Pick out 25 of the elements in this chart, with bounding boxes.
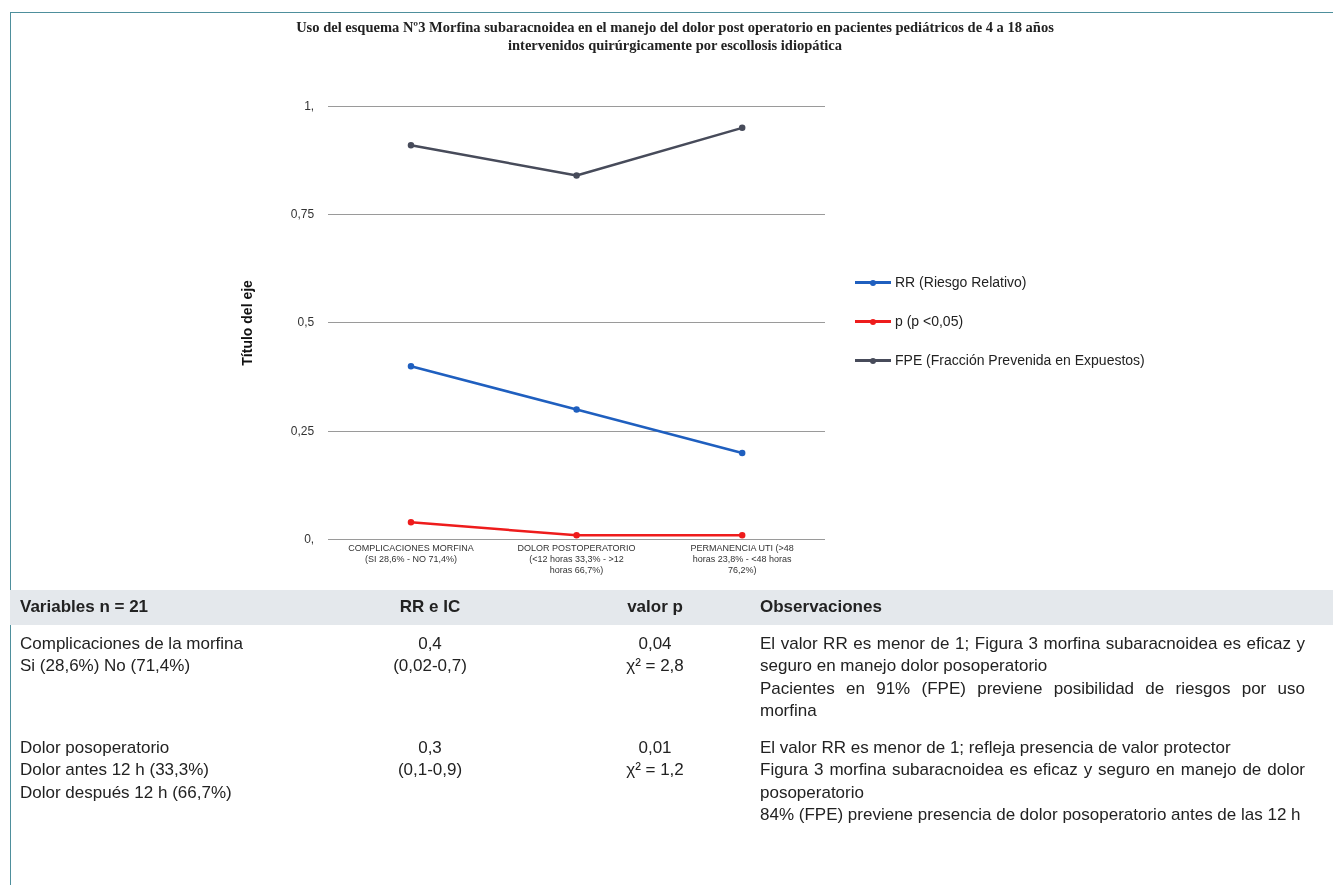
x-tick-label: DOLOR POSTOPERATORIO (<12 horas 33,3% - >12 horas 66,7%) [517, 543, 636, 576]
y-tick-label: 0,25 [290, 423, 315, 438]
text: Complicaciones de la morfina Si (28,6%) No (71,4%) [20, 632, 244, 677]
text: 0,3 (0,1-0,9) [396, 736, 464, 781]
text: El valor RR es menor de 1; refleja presencia de valor protector Figura 3 morfina subaracnoidea es eficaz y seguro en manejo de dolor posoperatorio 84% (FPE) previene presencia de dolor posoperatorio antes de las 12 h [760, 736, 1305, 826]
legend-label: p (p <0,05) [895, 312, 964, 331]
text: RR e IC [398, 596, 462, 618]
x-tick-label: PERMANENCIA UTI (>48 horas 23,8% - <48 horas 76,2%) [690, 543, 794, 576]
legend-label: FPE (Fracción Prevenida en Expuestos) [895, 351, 1145, 370]
text: valor p [626, 596, 684, 618]
text: Observaciones [760, 596, 883, 618]
y-tick-label: 0,75 [290, 206, 315, 221]
chart-title: Uso del esquema Nº3 Morfina subaracnoidea en el manejo del dolor post operatorio en pacientes pediátricos de 4 a 18 años intervenidos quirúrgicamente por escollosis idiopática [295, 18, 1055, 54]
text: Variables n = 21 [20, 596, 150, 618]
text: El valor RR es menor de 1; Figura 3 morfina subaracnoidea es eficaz y seguro en manejo dolor posoperatorio Pacientes en 91% (FPE) previene posibilidad de riesgos por uso morfina [760, 632, 1305, 722]
y-tick-label: 0,5 [297, 315, 315, 330]
legend-label: RR (Riesgo Relativo) [895, 273, 1027, 292]
text: Dolor posoperatorio Dolor antes 12 h (33,3%) Dolor después 12 h (66,7%) [20, 736, 233, 804]
text: 0,01 χ² = 1,2 [625, 736, 685, 781]
y-tick-label: 0, [304, 531, 315, 546]
x-tick-label: COMPLICACIONES MORFINA (SI 28,6% - NO 71,4%) [348, 543, 474, 565]
text: 0,4 (0,02-0,7) [392, 632, 468, 677]
y-axis-title: Título del eje [239, 279, 256, 366]
y-tick-label: 1, [304, 98, 315, 113]
text: 0,04 χ² = 2,8 [625, 632, 685, 677]
